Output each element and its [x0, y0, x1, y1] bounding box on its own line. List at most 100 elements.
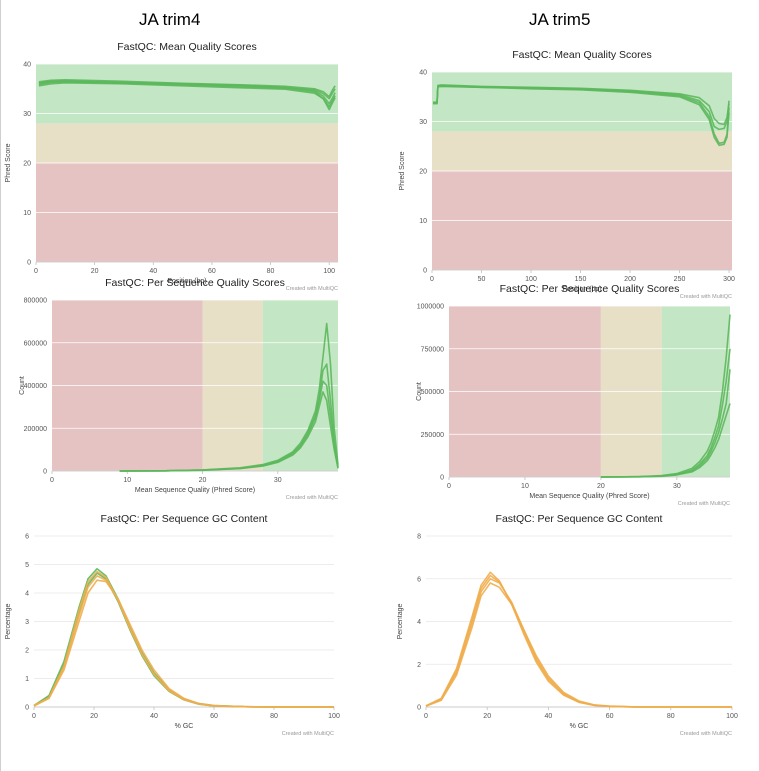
y-tick-label: 30 [419, 119, 427, 126]
series-line-s4 [433, 85, 730, 147]
x-tick-label: 20 [597, 483, 605, 490]
x-tick-label: 40 [545, 713, 553, 720]
y-tick-label: 800000 [24, 298, 47, 305]
zone-band-green [36, 64, 338, 124]
x-tick-label: 100 [323, 268, 335, 275]
multiqc-credit: Created with MultiQC [680, 294, 732, 300]
x-axis-label: Mean Sequence Quality (Phred Score) [135, 487, 255, 494]
chart-trim4-seq-quality: FastQC: Per Sequence Quality Scores 0 2000… [19, 277, 339, 501]
x-axis-label: % GC [175, 723, 194, 730]
chart-title: FastQC: Mean Quality Scores [512, 49, 651, 61]
x-axis-label: Position (bp) [562, 286, 601, 293]
y-tick-label: 10 [419, 218, 427, 225]
x-tick-label: 60 [606, 713, 614, 720]
x-tick-label: 0 [424, 713, 428, 720]
x-tick-label: 250 [674, 276, 686, 283]
chart-trim5-gc-content: FastQC: Per Sequence GC Content 0 2 4 6 80 20 4… [397, 513, 738, 737]
y-tick-label: 500000 [421, 389, 444, 396]
x-tick-label: 30 [673, 483, 681, 490]
y-tick-label: 10 [23, 210, 31, 217]
y-tick-label: 20 [23, 161, 31, 168]
x-tick-label: 60 [210, 713, 218, 720]
series-line-s2 [425, 578, 732, 708]
y-axis-label: Phred Score [399, 151, 406, 190]
x-tick-label: 10 [521, 483, 529, 490]
y-axis-label: Count [19, 376, 26, 395]
series-line-s3 [38, 78, 336, 98]
y-tick-label: 8 [417, 534, 421, 541]
series-line-s4 [425, 574, 732, 708]
y-tick-label: 2 [417, 662, 421, 669]
series-line-s1 [425, 571, 732, 708]
y-tick-label: 0 [423, 268, 427, 275]
x-tick-label: 50 [478, 276, 486, 283]
column-title-trim4: JA trim4 [139, 10, 201, 29]
x-tick-label: 200 [624, 276, 636, 283]
multiqc-credit: Created with MultiQC [286, 286, 338, 292]
multiqc-credit: Created with MultiQC [680, 731, 732, 737]
x-axis-label: Position (bp) [167, 278, 206, 285]
x-tick-label: 0 [32, 713, 36, 720]
series-line-s4 [600, 403, 731, 478]
series-line-s1 [33, 567, 334, 708]
y-tick-label: 250000 [421, 432, 444, 439]
x-tick-label: 80 [667, 713, 675, 720]
y-tick-label: 6 [417, 576, 421, 583]
y-tick-label: 750000 [421, 346, 444, 353]
y-tick-label: 4 [417, 619, 421, 626]
multiqc-credit: Created with MultiQC [678, 501, 730, 507]
zone-band-amber [432, 131, 732, 171]
chart-trim5-mean-quality: FastQC: Mean Quality Scores 0 10 20 30 40 0 50 1… [399, 49, 735, 300]
series-line-s5 [33, 570, 334, 708]
x-tick-label: 0 [447, 483, 451, 490]
x-axis-label: Mean Sequence Quality (Phred Score) [529, 493, 649, 500]
y-tick-label: 3 [25, 619, 29, 626]
y-tick-label: 1000000 [417, 304, 444, 311]
x-tick-label: 40 [150, 713, 158, 720]
x-tick-label: 20 [199, 477, 207, 484]
y-tick-label: 40 [23, 62, 31, 69]
series-line-s4 [119, 391, 339, 472]
x-tick-label: 0 [50, 477, 54, 484]
series-line-s5 [38, 80, 336, 100]
y-tick-label: 20 [419, 169, 427, 176]
y-axis-label: Phred Score [5, 143, 12, 182]
x-tick-label: 20 [483, 713, 491, 720]
y-tick-label: 200000 [24, 426, 47, 433]
series-line-s4 [33, 575, 334, 708]
zone-band-amber [36, 123, 338, 163]
series-line-s3 [433, 84, 730, 126]
chart-title: FastQC: Per Sequence GC Content [496, 513, 663, 525]
y-tick-label: 600000 [24, 340, 47, 347]
x-tick-label: 100 [328, 713, 340, 720]
x-tick-label: 40 [149, 268, 157, 275]
x-tick-label: 30 [274, 477, 282, 484]
x-tick-label: 10 [123, 477, 131, 484]
x-tick-label: 80 [267, 268, 275, 275]
x-tick-label: 60 [208, 268, 216, 275]
x-tick-label: 0 [34, 268, 38, 275]
y-axis-label: Count [416, 382, 423, 401]
series-line-s3 [33, 579, 334, 708]
series-line-s2 [38, 81, 336, 108]
multiqc-credit: Created with MultiQC [282, 731, 334, 737]
y-tick-label: 0 [440, 475, 444, 482]
y-tick-label: 0 [25, 705, 29, 712]
y-tick-label: 1 [25, 676, 29, 683]
y-tick-label: 6 [25, 534, 29, 541]
chart-title: FastQC: Per Sequence Quality Scores [105, 277, 285, 289]
x-tick-label: 300 [723, 276, 735, 283]
y-axis-label: Percentage [5, 603, 12, 639]
chart-title: FastQC: Per Sequence Quality Scores [500, 283, 680, 295]
x-tick-label: 150 [575, 276, 587, 283]
series-line-s3 [425, 582, 732, 708]
chart-trim5-seq-quality: FastQC: Per Sequence Quality Scores 0 2500… [416, 283, 731, 507]
y-tick-label: 2 [25, 648, 29, 655]
y-tick-label: 400000 [24, 383, 47, 390]
x-tick-label: 0 [430, 276, 434, 283]
column-title-trim5: JA trim5 [529, 10, 591, 29]
x-tick-label: 20 [91, 268, 99, 275]
x-axis-label: % GC [570, 723, 589, 730]
y-tick-label: 0 [27, 260, 31, 267]
y-tick-label: 4 [25, 591, 29, 598]
